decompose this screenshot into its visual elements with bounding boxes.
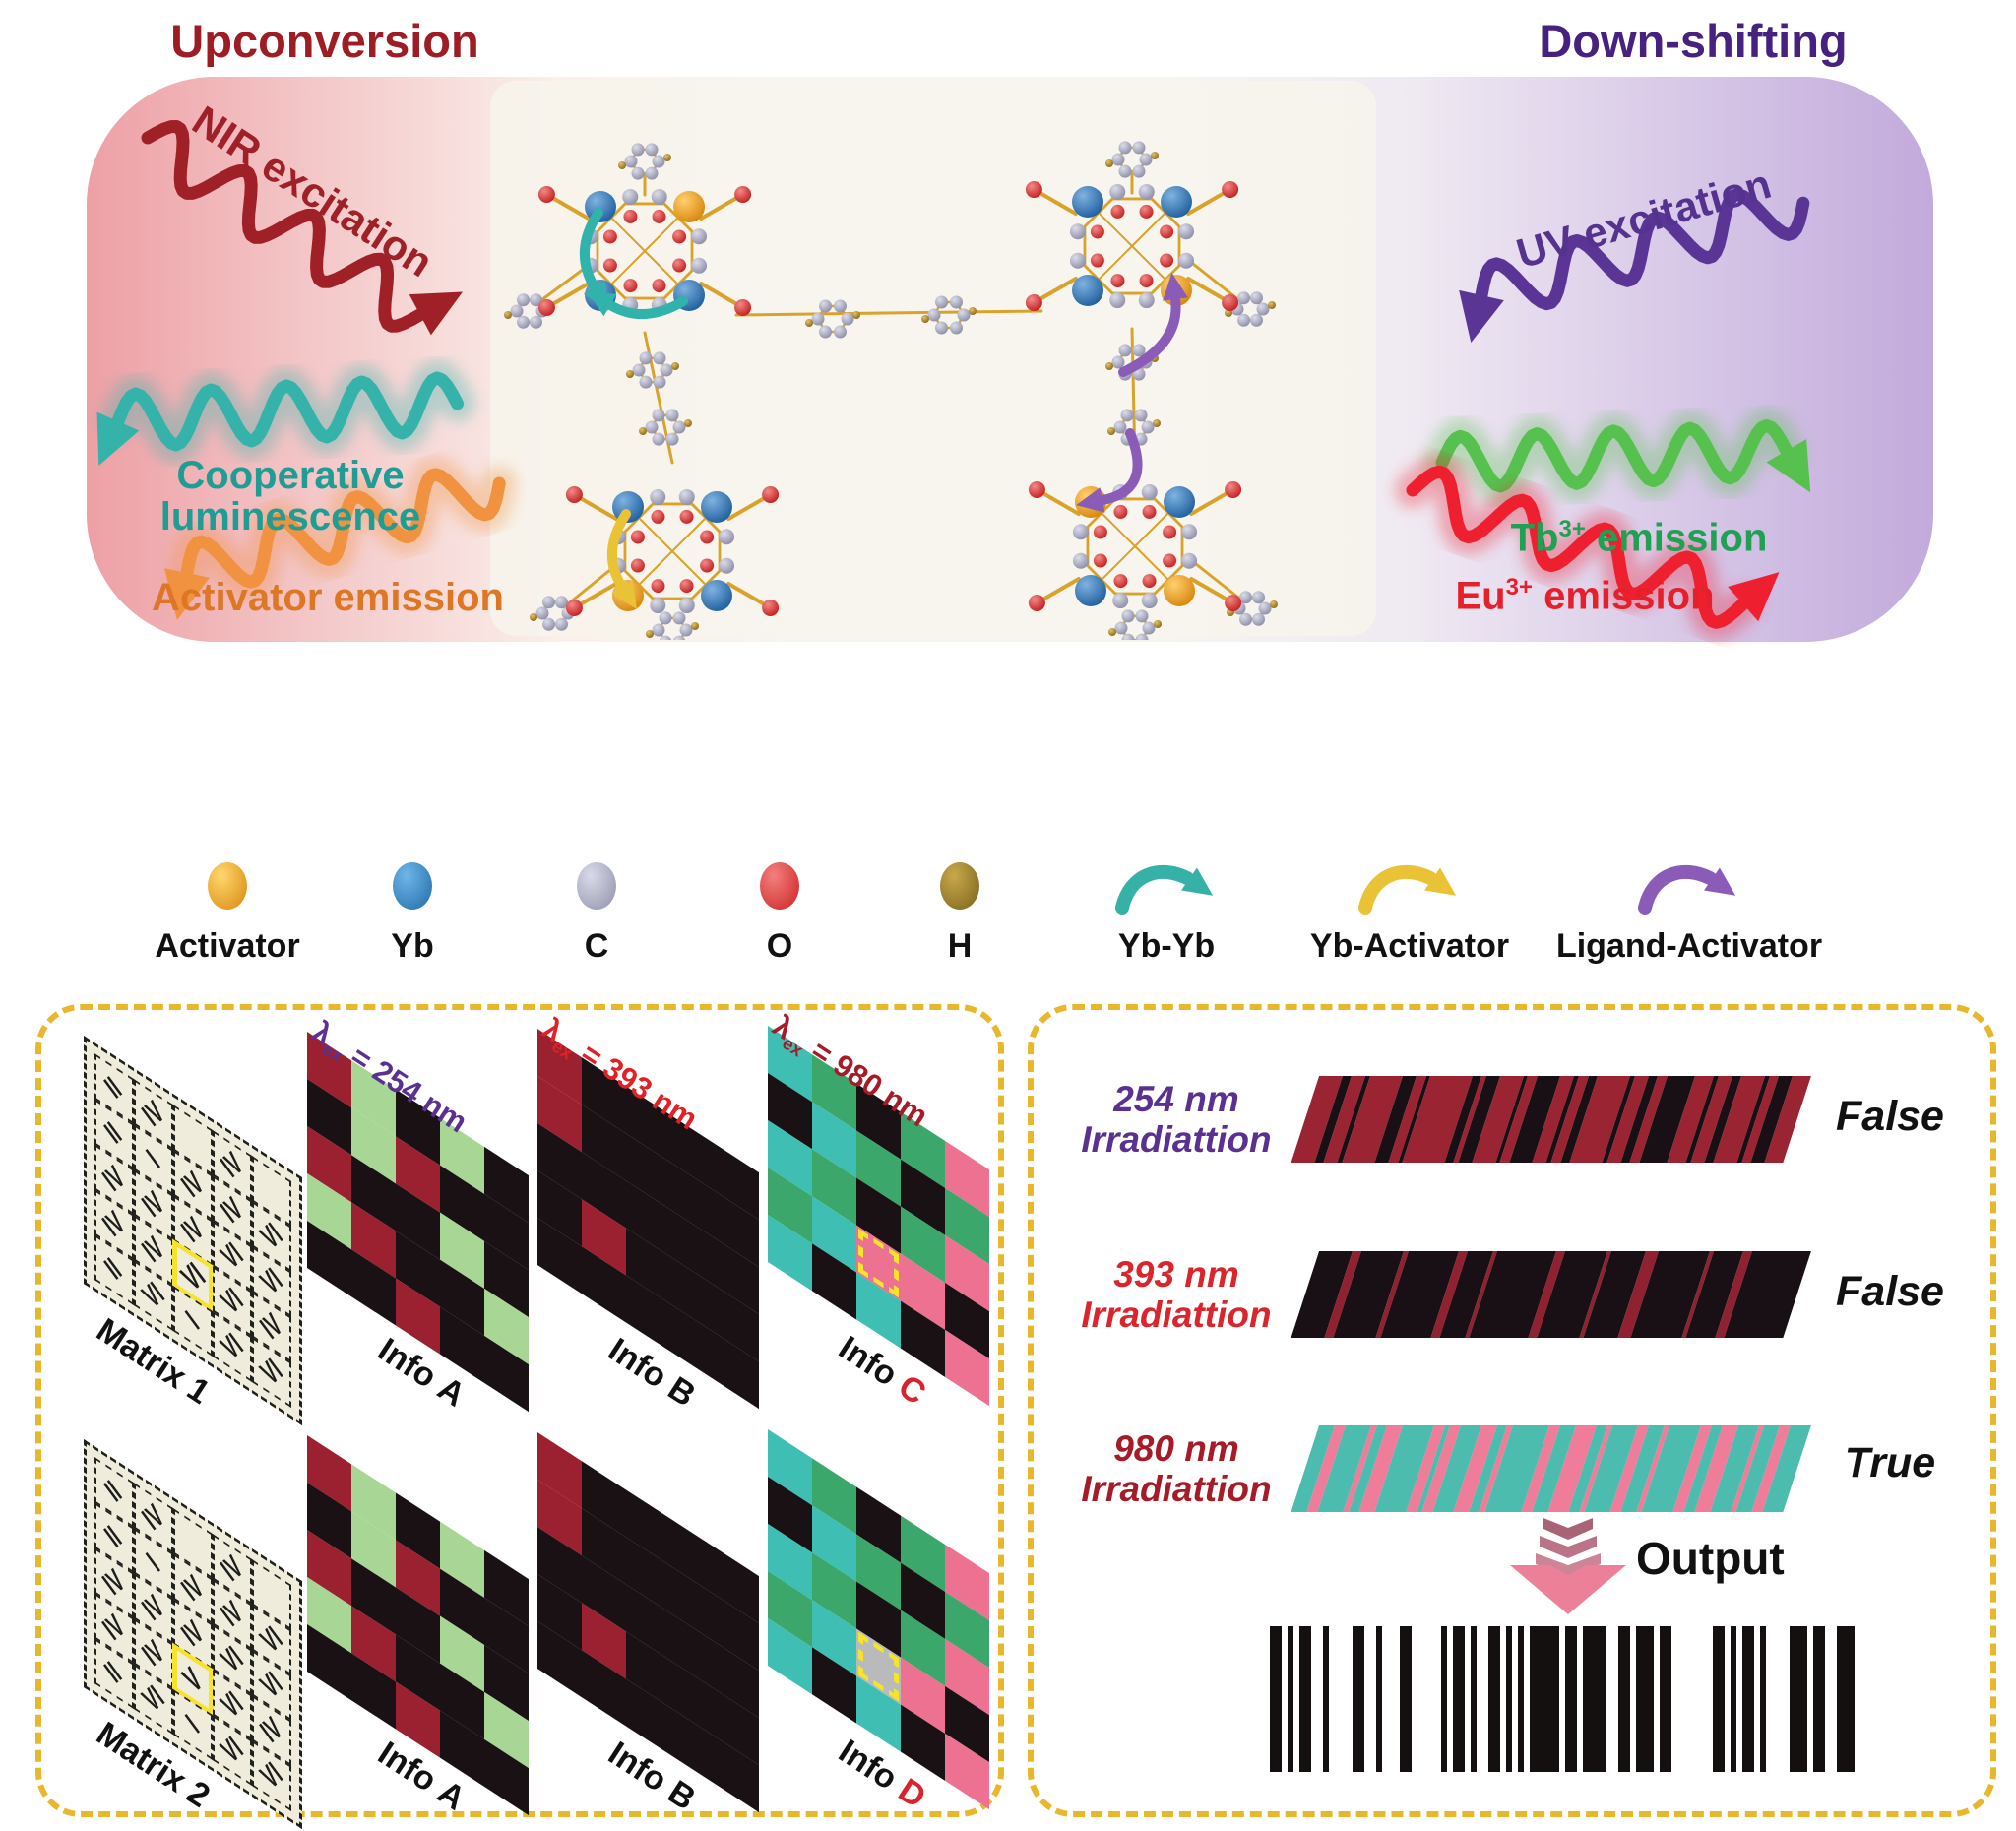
barcode-bar xyxy=(1453,1626,1465,1772)
barcode-bar xyxy=(1323,1626,1329,1772)
band-980 xyxy=(1291,1425,1811,1512)
barcode-gap xyxy=(1465,1626,1471,1772)
barcode-gap xyxy=(1559,1626,1565,1772)
barcode-gap xyxy=(1293,1626,1299,1772)
barcode-bar xyxy=(1270,1626,1282,1772)
barcode-gap xyxy=(1512,1626,1518,1772)
barcode-gap xyxy=(1412,1626,1441,1772)
mof-structure xyxy=(504,141,1278,640)
barcode-gap xyxy=(1825,1626,1837,1772)
output-arrow-icon xyxy=(1510,1518,1626,1614)
legend-atom-label: Activator xyxy=(155,927,300,965)
barcode-bar xyxy=(1713,1626,1725,1772)
barcode-bar xyxy=(1731,1626,1736,1772)
legend-arrow-icon-2 xyxy=(1358,864,1457,915)
barcode-bar xyxy=(1353,1626,1364,1772)
barcode-bar xyxy=(1488,1626,1500,1772)
barcode-bar xyxy=(1471,1626,1477,1772)
barcode-bar xyxy=(1760,1626,1766,1772)
legend-arrow-icon-1 xyxy=(1115,864,1214,915)
barcode-gap xyxy=(1606,1626,1618,1772)
barcode-gap xyxy=(1447,1626,1453,1772)
legend-arrow-label: Ligand-Activator xyxy=(1555,927,1823,965)
barcode-gap xyxy=(1807,1626,1813,1772)
act-wave xyxy=(164,455,518,621)
barcode xyxy=(1270,1626,1870,1772)
barcode-bar xyxy=(1518,1626,1524,1772)
legend-arrow-label: Yb-Activator xyxy=(1309,927,1510,965)
barcode-bar xyxy=(1506,1626,1512,1772)
barcode-gap xyxy=(1671,1626,1713,1772)
tb-emission-label: Tb3+ emission xyxy=(1510,516,1768,560)
barcode-bar xyxy=(1636,1626,1654,1772)
barcode-bar xyxy=(1288,1626,1293,1772)
verdict-254: False xyxy=(1836,1093,1944,1140)
barcode-bar xyxy=(1376,1626,1382,1772)
barcode-bar xyxy=(1742,1626,1754,1772)
irradiation-254-label: 254 nm Irradiattion xyxy=(1081,1079,1272,1161)
nir-wave xyxy=(141,119,464,336)
barcode-gap xyxy=(1382,1626,1400,1772)
barcode-gap xyxy=(1766,1626,1790,1772)
barcode-bar xyxy=(1400,1626,1412,1772)
barcode-bar xyxy=(1583,1626,1606,1772)
barcode-bar xyxy=(1618,1626,1630,1772)
verdict-393: False xyxy=(1836,1268,1944,1315)
cooperative-luminescence-label: Cooperative luminescence xyxy=(159,454,421,538)
barcode-gap xyxy=(1736,1626,1742,1772)
title-upconversion: Upconversion xyxy=(170,15,479,67)
legend-atom-ball-c xyxy=(577,862,616,910)
legend-atom-label: C xyxy=(584,927,609,965)
barcode-bar xyxy=(1565,1626,1577,1772)
irradiation-393-label: 393 nm Irradiattion xyxy=(1081,1254,1272,1336)
barcode-gap xyxy=(1630,1626,1636,1772)
eu-emission-label: Eu3+ emission xyxy=(1455,574,1715,618)
band-254 xyxy=(1291,1076,1811,1163)
barcode-gap xyxy=(1855,1626,1866,1772)
barcode-gap xyxy=(1654,1626,1660,1772)
barcode-bar xyxy=(1299,1626,1311,1772)
barcode-gap xyxy=(1577,1626,1583,1772)
legend-arrow-label: Yb-Yb xyxy=(1117,927,1216,965)
barcode-bar xyxy=(1790,1626,1807,1772)
barcode-bar xyxy=(1813,1626,1825,1772)
verdict-980: True xyxy=(1844,1439,1936,1486)
coop-wave xyxy=(96,358,475,467)
wave-arrows-layer xyxy=(96,119,1811,642)
legend-atom-label: Yb xyxy=(391,927,434,965)
barcode-gap xyxy=(1500,1626,1506,1772)
activator-emission-label: Activator emission xyxy=(152,576,504,619)
barcode-gap xyxy=(1725,1626,1731,1772)
tb-wave xyxy=(1423,406,1811,506)
legend-atom-ball-yb xyxy=(393,862,432,910)
legend-atom-label: H xyxy=(947,927,973,965)
barcode-bar xyxy=(1837,1626,1855,1772)
barcode-gap xyxy=(1329,1626,1353,1772)
matrix-panel xyxy=(35,1004,1004,1817)
barcode-gap xyxy=(1524,1626,1530,1772)
title-downshifting: Down-shifting xyxy=(1539,15,1848,67)
barcode-gap xyxy=(1364,1626,1376,1772)
barcode-gap xyxy=(1282,1626,1288,1772)
barcode-gap xyxy=(1311,1626,1323,1772)
legend-atom-ball-h xyxy=(940,862,979,910)
output-label: Output xyxy=(1636,1533,1785,1584)
barcode-gap xyxy=(1754,1626,1760,1772)
irradiation-980-label: 980 nm Irradiattion xyxy=(1081,1428,1272,1510)
legend-atom-ball-activator xyxy=(208,862,247,910)
uv-wave xyxy=(1459,188,1810,343)
legend-atom-ball-o xyxy=(760,862,799,910)
band-393 xyxy=(1291,1251,1811,1338)
legend-arrow-icon-3 xyxy=(1638,864,1736,915)
legend-atom-label: O xyxy=(766,927,793,965)
barcode-gap xyxy=(1477,1626,1488,1772)
irradiation-panel xyxy=(1028,1004,1996,1817)
barcode-bar xyxy=(1660,1626,1671,1772)
barcode-bar xyxy=(1530,1626,1559,1772)
barcode-bar xyxy=(1441,1626,1447,1772)
eu-wave xyxy=(1394,453,1780,642)
